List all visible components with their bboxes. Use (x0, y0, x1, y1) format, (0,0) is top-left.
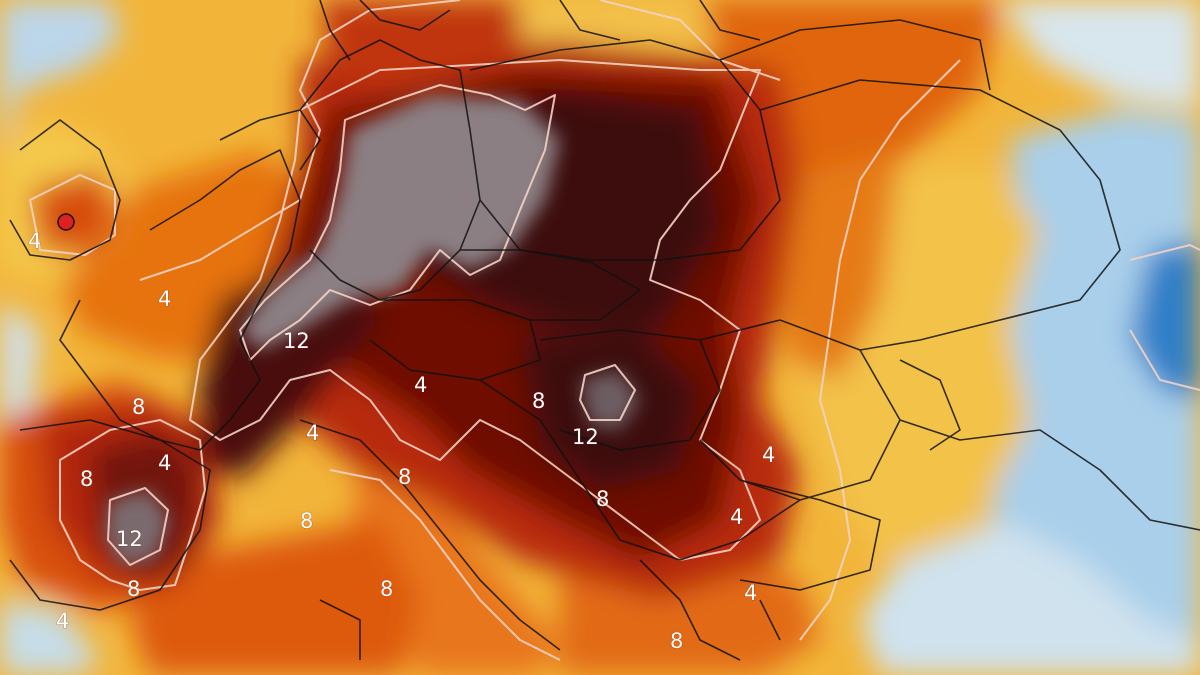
warm-region-ukraine (770, 150, 900, 380)
isotherm-contours (29, 0, 1200, 661)
border-ukraine (759, 79, 1121, 351)
contour-label-8-balkans: 8 (596, 487, 609, 511)
country-borders (9, 0, 1200, 661)
cool-region-southwest (0, 600, 100, 675)
contour-4-east-cool (1129, 244, 1200, 391)
contour-4-uk (29, 174, 116, 256)
peak-overlays (105, 95, 640, 565)
border-greece (639, 559, 781, 661)
contour-8-spain (59, 419, 206, 591)
contour-label-8-italy-south: 8 (380, 577, 393, 601)
border-belarus (719, 19, 991, 91)
border-austria (369, 299, 541, 381)
cool-region-northeast (1000, 0, 1200, 110)
peak-overlay-spain (105, 490, 170, 565)
border-romania (699, 319, 901, 501)
mild-region-scandinavia (480, 0, 720, 50)
contour-label-8-spain-north: 8 (132, 395, 145, 419)
contour-label-12-central: 12 (283, 329, 310, 353)
cool-region-east (990, 110, 1200, 675)
contour-label-12-spain: 12 (116, 527, 143, 551)
contour-label-8-greece: 8 (670, 629, 683, 653)
border-poland (469, 39, 781, 261)
contour-label-8-italy-north: 8 (398, 465, 411, 489)
contour-label-4-sw: 4 (56, 609, 69, 633)
hot-region-north-sea (320, 0, 520, 90)
contour-label-4-spain-edge: 4 (158, 451, 171, 475)
contour-8-central (189, 59, 761, 561)
city-marker-london (57, 213, 75, 231)
cool-region-southeast (860, 520, 1200, 675)
contour-label-8-croatia: 8 (532, 389, 545, 413)
cool-region-west (0, 300, 40, 440)
border-balkans (479, 379, 801, 561)
border-france (59, 149, 301, 451)
border-bulgaria (739, 479, 881, 591)
contour-label-4-alps: 4 (306, 421, 319, 445)
warm-region-uk-core (30, 170, 120, 255)
contour-label-4-france: 4 (158, 287, 171, 311)
border-germany (299, 39, 481, 301)
contour-label-8-alps: 8 (300, 509, 313, 533)
contour-label-4-spain-mid: 4 (744, 581, 757, 605)
border-uk (9, 119, 121, 261)
contour-label-4-uk: 4 (28, 229, 41, 253)
contour-12-central (239, 84, 556, 361)
contour-label-4-austria: 4 (414, 373, 427, 397)
border-spain (9, 419, 211, 611)
warm-region-mediterranean (130, 520, 420, 675)
contour-label-8-spain-west: 8 (80, 467, 93, 491)
border-moldova (899, 359, 961, 451)
contour-12-spain (107, 487, 169, 566)
cool-region-northwest (0, 0, 120, 150)
border-italy (299, 419, 561, 660)
contour-4-italy (329, 469, 561, 661)
border-baltic (559, 0, 761, 41)
border-hungary (539, 329, 721, 451)
contour-4-west (139, 0, 781, 281)
contour-label-4-romania: 4 (762, 443, 775, 467)
contour-label-12-hungary: 12 (572, 425, 599, 449)
contour-12-hungary (579, 364, 636, 421)
contour-label-8-spain-south: 8 (127, 577, 140, 601)
contour-labels: 12 12 12 8 8 8 8 8 8 8 8 8 4 4 4 4 4 4 4… (28, 229, 776, 654)
peak-overlay-central (240, 95, 560, 350)
contour-4-east (799, 59, 961, 641)
contour-label-4-bulgaria: 4 (730, 505, 743, 529)
peak-overlay-hungary (580, 370, 640, 430)
border-scandinavia (319, 0, 451, 61)
